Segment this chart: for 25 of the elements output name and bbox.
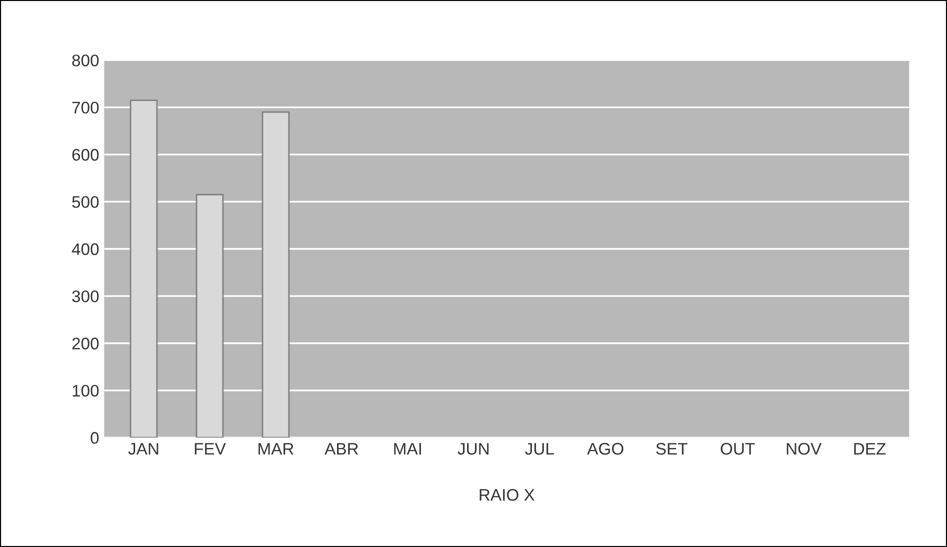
bar [196,194,224,438]
x-tick-label: NOV [786,442,822,455]
y-tick-label: 0 [90,432,99,444]
x-tick-label: JUN [458,443,488,455]
y-tick-label: 100 [72,384,99,397]
x-tick-label: OUT [720,442,755,455]
y-tick-label: 700 [72,102,99,114]
y-tick-label: 300 [72,290,99,302]
x-axis-title: RAIO X [480,488,535,501]
x-tick-label: MAR [258,443,294,455]
y-tick-label: 800 [72,54,99,66]
y-tick-label: 400 [72,243,99,256]
x-tick-label: FEV [194,443,226,455]
x-tick-label: ABR [324,443,358,455]
bar [130,100,158,438]
x-tick-label: MAI [394,443,421,455]
y-tick-label: 600 [72,148,99,161]
x-tick-label: JUL [525,443,554,455]
bar [262,111,290,438]
x-tick-label: JAN [128,443,158,455]
y-tick-label: 200 [72,338,99,350]
x-tick-label: DEZ [854,443,886,455]
x-tick-label: SET [656,442,688,455]
x-tick-label: AGO [587,442,624,455]
y-tick-label: 500 [72,196,99,208]
